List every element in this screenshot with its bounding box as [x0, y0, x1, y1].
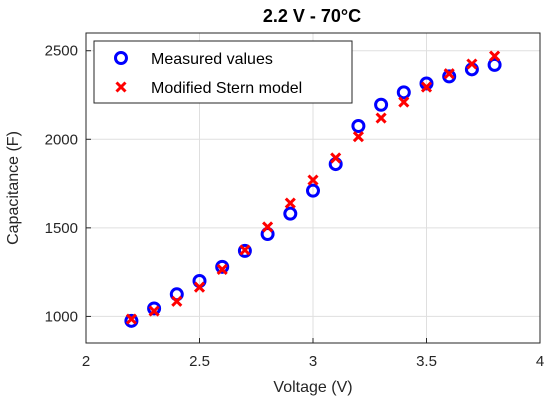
chart-title: 2.2 V - 70°C [263, 6, 361, 26]
legend: Measured values Modified Stern model [93, 40, 353, 104]
x-tick-label: 2 [82, 353, 90, 370]
model-point [284, 197, 296, 209]
axes [85, 50, 541, 343]
measured-point [215, 259, 230, 274]
model-point [239, 244, 251, 256]
y-axis-label: Capacitance (F) [5, 131, 22, 245]
model-point [262, 221, 274, 233]
model-point [330, 152, 342, 164]
measured-point [124, 313, 139, 328]
x-tick-label: 4 [536, 353, 544, 370]
model-point [466, 58, 478, 70]
measured-point [147, 301, 162, 316]
model-point [148, 305, 160, 317]
model-point [216, 263, 228, 276]
measured-point [306, 183, 320, 198]
model-point [443, 68, 455, 80]
tick-labels: 2 2.5 3 3.5 4 1000 1500 2000 2500 [45, 43, 545, 370]
measured-point [487, 57, 502, 72]
model-point [489, 50, 501, 62]
measured-point [237, 243, 252, 258]
measured-point [396, 85, 411, 100]
measured-point [283, 206, 298, 221]
legend-marker-x [115, 81, 127, 93]
plot-frame [85, 32, 541, 344]
model-point [352, 131, 364, 143]
data-marks [124, 50, 502, 328]
y-tick-label: 2500 [45, 43, 78, 60]
series-model [125, 50, 501, 325]
y-tick-label: 2000 [45, 131, 78, 148]
x-tick-label: 2.5 [189, 353, 210, 370]
x-tick-label: 3 [309, 353, 317, 370]
model-point [398, 96, 410, 108]
x-tick-label: 3.5 [416, 353, 437, 370]
legend-marker-circle [114, 51, 128, 65]
legend-label-measured: Measured values [151, 51, 273, 68]
measured-point [442, 69, 457, 84]
model-point [375, 112, 387, 124]
model-point [420, 81, 433, 93]
y-tick-label: 1500 [45, 220, 78, 237]
measured-point [374, 97, 389, 112]
model-point [307, 174, 319, 186]
x-axis-label: Voltage (V) [273, 379, 352, 396]
legend-label-model: Modified Stern model [151, 80, 302, 97]
model-point [171, 295, 183, 307]
model-point [193, 281, 206, 293]
legend-box [93, 40, 353, 104]
model-point [125, 313, 137, 325]
measured-point [351, 119, 366, 133]
y-tick-label: 1000 [45, 308, 78, 325]
